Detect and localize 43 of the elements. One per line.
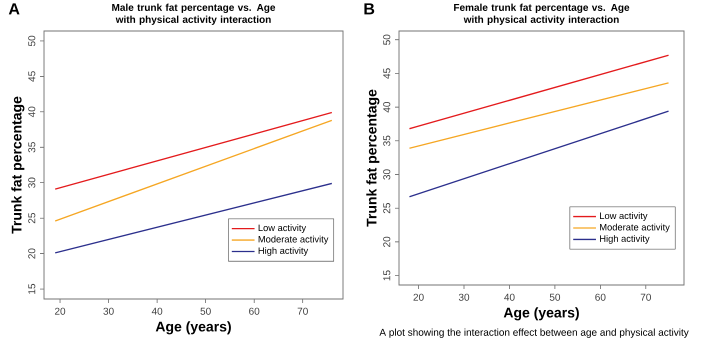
y-tick-label: 40: [28, 106, 36, 118]
x-tick-label: 30: [103, 308, 114, 315]
y-tick-label: 15: [383, 270, 390, 280]
legend-label: Low activity: [258, 224, 306, 233]
legend-label: High activity: [600, 235, 650, 244]
y-tick-label: 15: [28, 284, 36, 294]
x-tick-label: 70: [640, 294, 651, 301]
x-tick-label: 50: [200, 308, 211, 315]
legend-label: Moderate activity: [258, 236, 328, 244]
y-axis-title: Trunk fat percentage: [366, 90, 380, 227]
y-tick-label: 20: [383, 236, 390, 247]
legend-label: High activity: [258, 247, 308, 256]
x-tick-label: 40: [504, 294, 515, 301]
y-tick-label: 35: [383, 136, 390, 146]
x-axis-title: Age (years): [156, 321, 231, 334]
legend-label: Moderate activity: [600, 224, 670, 232]
x-tick-label: 50: [550, 294, 560, 301]
text: A: [8, 3, 20, 14]
y-axis-title: Trunk fat percentage: [11, 96, 24, 234]
y-tick-label: 25: [383, 203, 390, 214]
y-tick-label: 45: [383, 68, 390, 79]
x-tick-label: 60: [249, 308, 260, 315]
y-tick-label: 30: [383, 169, 390, 180]
y-tick-label: 35: [28, 142, 36, 152]
text: A plot showing the interaction effect between age and physical activity: [379, 328, 689, 338]
y-tick-label: 50: [383, 34, 390, 45]
y-tick-label: 20: [28, 248, 36, 259]
x-tick-label: 60: [595, 294, 606, 301]
x-axis-title: Age (years): [504, 307, 579, 320]
text: B: [364, 3, 374, 14]
y-tick-label: 50: [28, 36, 36, 46]
chart-title: Female trunk fat percentage vs. Age with physical activity interaction: [454, 4, 630, 25]
y-tick-label: 40: [383, 102, 390, 112]
y-tick-label: 25: [28, 213, 36, 224]
x-tick-label: 20: [54, 308, 66, 315]
x-tick-label: 70: [298, 308, 308, 315]
x-tick-label: 40: [152, 308, 162, 315]
chart-title: Male trunk fat percentage vs. Age with physical activity interaction: [112, 4, 276, 25]
x-tick-label: 20: [413, 294, 424, 301]
legend-label: Low activity: [600, 212, 648, 221]
y-tick-label: 45: [28, 71, 36, 82]
x-tick-label: 30: [458, 294, 470, 301]
y-tick-label: 30: [28, 178, 36, 188]
